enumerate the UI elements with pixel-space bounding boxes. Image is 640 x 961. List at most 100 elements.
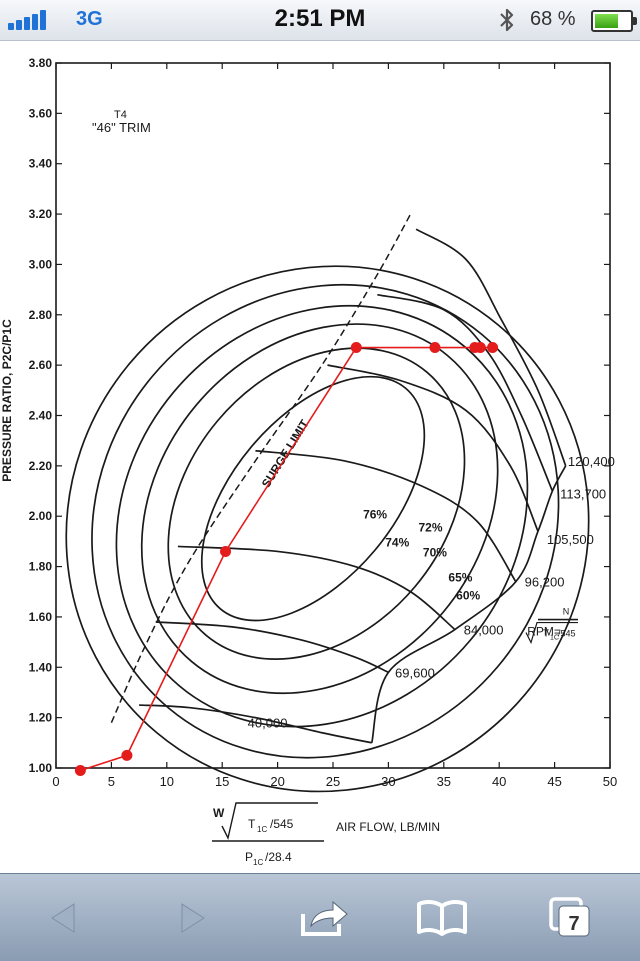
y-tick-label: 1.40 — [29, 660, 53, 674]
rpm-formula-sqrt — [525, 621, 578, 645]
x-tick-label: 45 — [547, 774, 561, 789]
x-tick-label: 10 — [160, 774, 174, 789]
x-formula-w: W — [213, 806, 225, 820]
speed-line-label: 84,000 — [464, 623, 504, 638]
compressor-map-chart: 0 5 10 15 20 25 30 35 40 45 501.001.201.401.601.80… — [0, 56, 617, 867]
y-tick-label: 2.60 — [29, 358, 53, 372]
browser-toolbar: 7 — [0, 873, 640, 961]
operating-point — [121, 749, 133, 761]
y-tick-label: 3.00 — [29, 257, 53, 271]
efficiency-island — [115, 304, 529, 728]
compressor-map-image[interactable]: 0 5 10 15 20 25 30 35 40 45 50 1.00 1.20 1.40 1.60 1.80… — [0, 41, 640, 873]
share-icon — [301, 900, 348, 936]
x-axis-label: AIR FLOW, LB/MIN — [336, 820, 440, 834]
y-tick-label: 3.60 — [29, 106, 53, 120]
battery-percentage: 68 % — [530, 8, 576, 30]
x-formula-t-sub: 1C — [257, 825, 267, 834]
operating-point — [220, 545, 232, 557]
efficiency-label: 60% — [456, 588, 480, 602]
tabs-count: 7 — [568, 913, 579, 935]
x-formula-t: T — [248, 817, 256, 831]
chart-title: "46" TRIM — [92, 120, 151, 135]
surge-limit-line — [110, 213, 412, 723]
efficiency-island — [200, 375, 426, 622]
efficiency-island — [167, 347, 466, 660]
bluetooth-icon — [500, 8, 514, 32]
speed-line-label: 69,600 — [395, 665, 435, 680]
efficiency-label: 76% — [363, 508, 387, 522]
tabs-icon: 7 — [549, 897, 590, 937]
back-arrow-icon — [51, 903, 75, 933]
speed-line — [415, 228, 567, 467]
x-tick-label: 35 — [437, 774, 451, 789]
efficiency-island — [140, 323, 499, 695]
x-tick-label: 5 — [108, 774, 115, 789]
efficiency-island — [65, 265, 590, 793]
operating-point — [74, 765, 86, 777]
rpm-formula-den: /545 — [558, 629, 576, 639]
operating-point — [350, 342, 362, 354]
speed-line — [327, 364, 539, 532]
speed-line-label: 105,500 — [547, 532, 594, 547]
tabs-button[interactable]: 7 — [538, 890, 602, 946]
x-tick-label: 20 — [270, 774, 284, 789]
operating-point — [487, 342, 499, 354]
speed-line — [177, 545, 456, 631]
operating-line — [80, 347, 357, 772]
x-formula-sqrt — [221, 802, 318, 841]
x-tick-label: 15 — [215, 774, 229, 789]
status-bar: 3G 2:51 PM 68 % — [0, 0, 640, 41]
efficiency-label: 74% — [385, 535, 409, 549]
share-button[interactable] — [293, 890, 357, 946]
chart-title-superscript: T4 — [114, 109, 127, 121]
x-formula-p: P — [245, 850, 253, 864]
x-formula-den: /545 — [270, 817, 294, 831]
y-tick-label: 3.20 — [29, 207, 53, 221]
rpm-formula-t-sub: 1C — [550, 635, 559, 642]
y-tick-label: 2.20 — [29, 459, 53, 473]
x-tick-label: 0 — [52, 774, 59, 789]
forward-arrow-icon — [181, 903, 205, 933]
efficiency-label: 72% — [418, 520, 442, 534]
y-tick-label: 1.80 — [29, 560, 53, 574]
rpm-formula-n: N — [563, 607, 570, 617]
battery-icon — [591, 10, 637, 32]
forward-button[interactable] — [160, 890, 224, 946]
y-tick-label: 2.00 — [29, 509, 53, 523]
choke-boundary-line — [370, 465, 567, 744]
speed-line — [377, 293, 554, 492]
y-tick-label: 2.40 — [29, 409, 53, 423]
x-formula-bottom-den: /28.4 — [265, 850, 292, 864]
rpm-formula-t: T — [543, 629, 549, 640]
y-axis-label: PRESSURE RATIO, P2C/P1C — [0, 319, 14, 482]
speed-line — [139, 704, 372, 744]
x-tick-label: 50 — [603, 774, 617, 789]
signal-strength-icon — [8, 10, 48, 30]
x-tick-label: 40 — [492, 774, 506, 789]
y-tick-label: 3.80 — [29, 56, 53, 70]
speed-line — [255, 449, 517, 583]
efficiency-island — [91, 283, 560, 759]
operating-point — [429, 342, 441, 354]
speed-line-label: 40,000 — [248, 716, 288, 731]
bookmarks-button[interactable] — [410, 890, 474, 946]
network-type: 3G — [76, 8, 103, 30]
back-button[interactable] — [32, 890, 96, 946]
x-formula-p-sub: 1C — [253, 858, 263, 867]
efficiency-label: 65% — [448, 571, 472, 585]
plot-area-frame — [55, 62, 611, 769]
clock: 2:51 PM — [274, 5, 366, 32]
speed-line-label: 113,700 — [560, 487, 606, 502]
speed-line — [155, 621, 389, 674]
battery-fill — [595, 14, 619, 28]
book-icon — [417, 899, 467, 936]
y-tick-label: 1.20 — [29, 711, 53, 725]
y-tick-label: 2.80 — [29, 308, 53, 322]
y-tick-label: 1.00 — [29, 761, 53, 775]
y-tick-label: 1.60 — [29, 610, 53, 624]
y-tick-label: 3.40 — [29, 157, 53, 171]
operating-point — [474, 342, 486, 354]
speed-line-label: 120,400 — [568, 454, 615, 469]
x-tick-label: 25 — [326, 774, 340, 789]
speed-line-label: 96,200 — [525, 575, 565, 590]
